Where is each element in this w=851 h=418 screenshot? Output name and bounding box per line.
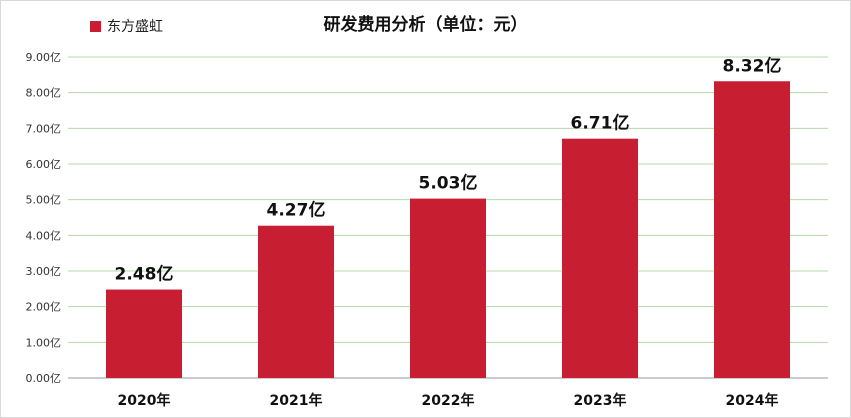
chart-title: 研发费用分析（单位：元） xyxy=(323,15,528,35)
data-label: 2.48亿 xyxy=(115,264,174,285)
x-category-label: 2024年 xyxy=(726,392,779,409)
x-category-label: 2021年 xyxy=(270,392,323,409)
y-tick-label: 7.00亿 xyxy=(26,122,62,135)
x-category-label: 2020年 xyxy=(118,392,171,409)
data-label: 5.03亿 xyxy=(419,173,478,194)
data-label: 4.27亿 xyxy=(267,200,326,221)
y-tick-label: 5.00亿 xyxy=(26,194,62,207)
x-category-label: 2023年 xyxy=(574,392,627,409)
y-tick-label: 4.00亿 xyxy=(26,229,62,242)
bar xyxy=(258,225,334,378)
y-tick-label: 1.00亿 xyxy=(26,336,62,349)
data-label: 8.32亿 xyxy=(723,55,782,76)
y-tick-label: 0.00亿 xyxy=(26,372,62,385)
legend-label: 东方盛虹 xyxy=(107,19,163,35)
x-category-label: 2022年 xyxy=(422,392,475,409)
y-tick-label: 9.00亿 xyxy=(26,51,62,64)
y-tick-label: 2.00亿 xyxy=(26,301,62,314)
bar xyxy=(410,198,486,378)
y-tick-label: 3.00亿 xyxy=(26,265,62,278)
bar xyxy=(106,289,182,378)
data-label: 6.71亿 xyxy=(571,113,630,134)
y-tick-label: 8.00亿 xyxy=(26,87,62,100)
legend-swatch xyxy=(90,20,101,32)
y-tick-label: 6.00亿 xyxy=(26,158,62,171)
legend: 东方盛虹 xyxy=(90,16,163,36)
bar xyxy=(714,81,790,379)
bar xyxy=(562,138,638,378)
